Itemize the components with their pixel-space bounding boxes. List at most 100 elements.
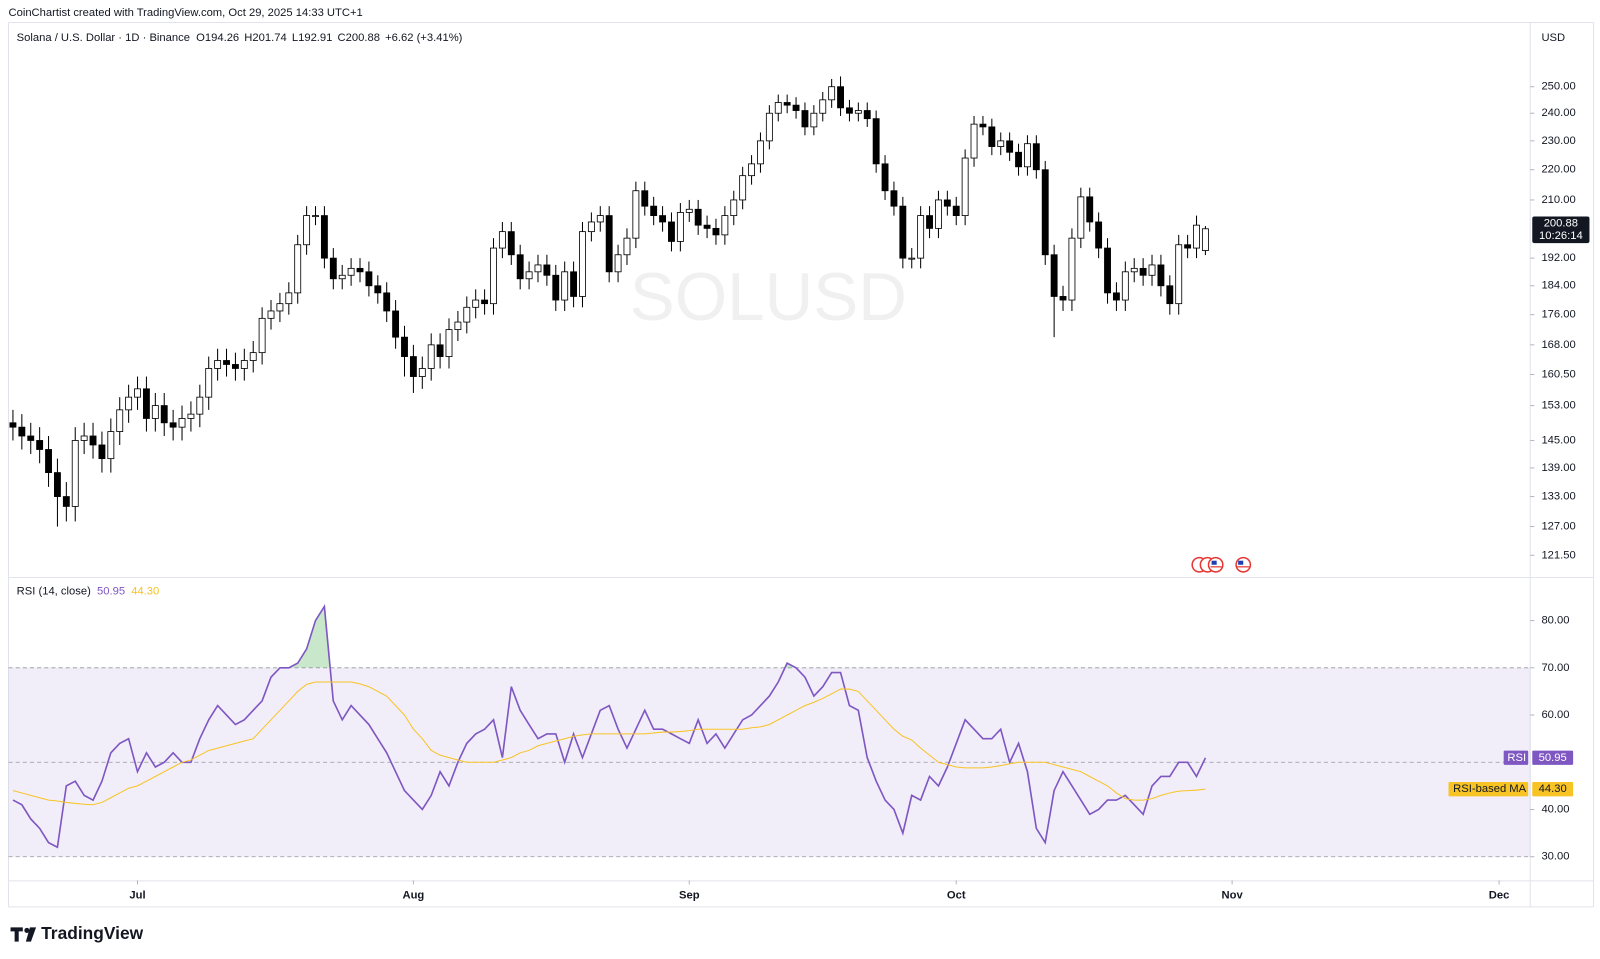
candle-body bbox=[374, 285, 382, 294]
candle-body bbox=[258, 317, 266, 354]
y-tick-label: 127.00 bbox=[1541, 521, 1575, 533]
candle-body bbox=[721, 215, 729, 236]
x-tick-label: Nov bbox=[1222, 890, 1244, 902]
candle-body bbox=[347, 267, 355, 276]
candle-body bbox=[409, 356, 417, 377]
candle-body bbox=[632, 190, 640, 239]
series-line bbox=[12, 681, 1206, 806]
candle-body bbox=[1059, 296, 1067, 301]
candle-body bbox=[1201, 228, 1209, 251]
ohlc-value: 192.91 bbox=[298, 32, 332, 44]
header: CoinChartist created with TradingView.co… bbox=[8, 7, 362, 19]
y-tick-label: 184.00 bbox=[1541, 280, 1575, 292]
candle-body bbox=[418, 368, 426, 377]
y-tick-label: 210.00 bbox=[1541, 194, 1575, 206]
y-tick-label: 168.00 bbox=[1541, 339, 1575, 351]
candle-body bbox=[1077, 196, 1085, 239]
y-tick-label: 145.00 bbox=[1541, 434, 1575, 446]
ma-value: 44.30 bbox=[131, 585, 159, 597]
change: +6.62 (+3.41%) bbox=[385, 32, 463, 44]
candle-body bbox=[54, 472, 61, 497]
symbol: Solana / U.S. Dollar · 1D · Binance bbox=[17, 32, 190, 44]
value-tag-label: 44.30 bbox=[1539, 783, 1567, 795]
candle-body bbox=[285, 292, 293, 305]
candle-body bbox=[187, 413, 195, 419]
y-tick-label: 30.00 bbox=[1541, 851, 1569, 863]
y-tick-label: 121.50 bbox=[1541, 549, 1575, 561]
candle-body bbox=[356, 267, 364, 273]
candle-body bbox=[45, 449, 52, 474]
candle-body bbox=[436, 344, 444, 357]
candle-body bbox=[151, 405, 159, 419]
candle-body bbox=[89, 435, 97, 446]
candle-body bbox=[1104, 247, 1111, 294]
x-tick-label: Aug bbox=[402, 890, 424, 902]
candle-body bbox=[881, 163, 889, 192]
candle-body bbox=[249, 352, 257, 361]
y-tick-label: 80.00 bbox=[1541, 615, 1569, 627]
candle-body bbox=[525, 271, 533, 280]
candle-body bbox=[810, 112, 818, 128]
candle-body bbox=[765, 112, 773, 142]
candle-body bbox=[320, 215, 328, 259]
indicator-title: RSI (14, close) bbox=[17, 585, 91, 597]
ohlc-value: 194.26 bbox=[205, 32, 239, 44]
y-tick-label: 160.50 bbox=[1541, 368, 1575, 380]
candle-body bbox=[80, 435, 88, 441]
candle-body bbox=[338, 274, 346, 280]
candle-body bbox=[561, 271, 569, 301]
candle-body bbox=[454, 321, 462, 330]
y-tick-label: 40.00 bbox=[1541, 803, 1569, 815]
x-tick-label: Jul bbox=[129, 890, 145, 902]
candle-body bbox=[1023, 143, 1031, 168]
candle-body bbox=[1175, 244, 1183, 305]
candle-body bbox=[365, 271, 373, 287]
candle-body bbox=[1130, 267, 1138, 273]
countdown: 10:26:14 bbox=[1539, 230, 1583, 242]
candle-body bbox=[1193, 224, 1200, 249]
candle-body bbox=[169, 422, 177, 428]
candle-body bbox=[730, 199, 738, 217]
brand-logo bbox=[10, 927, 37, 942]
candle-body bbox=[828, 86, 836, 101]
candle-body bbox=[98, 444, 106, 460]
y-tick-label: 153.00 bbox=[1541, 400, 1575, 412]
currency: USD bbox=[1541, 32, 1565, 44]
y-tick-label: 192.00 bbox=[1541, 252, 1575, 264]
candle-body bbox=[846, 107, 853, 114]
candle-body bbox=[1184, 244, 1192, 249]
candle-body bbox=[1032, 143, 1040, 171]
rsi-legend: RSI (14, close) 50.95 44.30 bbox=[17, 585, 160, 597]
candle-body bbox=[961, 157, 969, 217]
candle-body bbox=[863, 110, 871, 120]
candle-body bbox=[178, 418, 186, 428]
candle-body bbox=[579, 231, 586, 297]
symbol-legend: Solana / U.S. Dollar · 1D · Binance O194.… bbox=[17, 32, 463, 44]
candle-body bbox=[757, 140, 764, 165]
y-tick-label: 230.00 bbox=[1541, 135, 1575, 147]
candle-body bbox=[641, 190, 649, 207]
candle-body bbox=[1041, 169, 1049, 256]
candle-body bbox=[801, 110, 809, 128]
value-tag bbox=[1532, 750, 1574, 765]
candle-body bbox=[1050, 254, 1058, 297]
candle-body bbox=[943, 199, 951, 207]
candle-body bbox=[294, 244, 302, 294]
candle-body bbox=[774, 102, 782, 114]
candle-body bbox=[231, 364, 239, 369]
candle-body bbox=[935, 199, 942, 229]
candle-body bbox=[1157, 264, 1165, 287]
ohlc-prefix: L bbox=[292, 32, 298, 44]
candle-body bbox=[1148, 264, 1156, 276]
candle-body bbox=[534, 264, 542, 273]
candle-body bbox=[214, 360, 222, 369]
y-tick-label: 240.00 bbox=[1541, 107, 1575, 119]
x-tick-label: Dec bbox=[1489, 890, 1510, 902]
candle-body bbox=[917, 215, 925, 259]
y-tick-label: 133.00 bbox=[1541, 491, 1575, 503]
candle-body bbox=[952, 205, 960, 217]
candle-body bbox=[1139, 267, 1147, 276]
candle-body bbox=[596, 215, 604, 223]
candle-body bbox=[498, 231, 506, 249]
